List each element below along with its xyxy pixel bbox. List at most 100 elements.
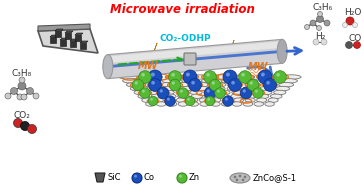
- Ellipse shape: [234, 98, 244, 102]
- Text: SiC: SiC: [108, 174, 122, 183]
- Polygon shape: [108, 39, 282, 79]
- Circle shape: [183, 70, 197, 84]
- Circle shape: [135, 81, 138, 85]
- Ellipse shape: [199, 98, 209, 102]
- FancyBboxPatch shape: [184, 53, 196, 65]
- Circle shape: [241, 73, 245, 77]
- Circle shape: [186, 73, 190, 77]
- Circle shape: [33, 93, 39, 99]
- Circle shape: [205, 96, 215, 106]
- Circle shape: [223, 96, 233, 106]
- Circle shape: [11, 88, 17, 94]
- Ellipse shape: [230, 173, 250, 183]
- Circle shape: [169, 79, 181, 91]
- Ellipse shape: [211, 98, 221, 102]
- Ellipse shape: [138, 94, 150, 98]
- Circle shape: [151, 81, 155, 84]
- Circle shape: [353, 42, 360, 49]
- Ellipse shape: [189, 102, 198, 106]
- Circle shape: [151, 73, 155, 77]
- Circle shape: [239, 71, 251, 83]
- Circle shape: [206, 73, 210, 77]
- Ellipse shape: [126, 83, 141, 87]
- Ellipse shape: [211, 75, 232, 79]
- Ellipse shape: [162, 79, 179, 83]
- Circle shape: [264, 79, 276, 91]
- Circle shape: [187, 98, 190, 101]
- Ellipse shape: [260, 90, 272, 95]
- Circle shape: [148, 96, 158, 106]
- Circle shape: [172, 81, 175, 85]
- Circle shape: [28, 125, 36, 133]
- Ellipse shape: [262, 83, 277, 87]
- Circle shape: [171, 73, 175, 77]
- Ellipse shape: [201, 79, 219, 83]
- Ellipse shape: [103, 55, 113, 79]
- FancyArrowPatch shape: [248, 67, 272, 74]
- Circle shape: [167, 98, 170, 101]
- Ellipse shape: [254, 102, 264, 106]
- Circle shape: [253, 88, 263, 98]
- Ellipse shape: [188, 75, 209, 79]
- Circle shape: [317, 15, 324, 22]
- Ellipse shape: [211, 83, 226, 87]
- Ellipse shape: [276, 86, 290, 91]
- Ellipse shape: [130, 86, 145, 91]
- Ellipse shape: [162, 90, 174, 95]
- Ellipse shape: [221, 79, 238, 83]
- Ellipse shape: [265, 102, 274, 106]
- Ellipse shape: [260, 86, 274, 91]
- Circle shape: [179, 175, 182, 178]
- Ellipse shape: [190, 90, 202, 95]
- Circle shape: [140, 88, 150, 98]
- Circle shape: [134, 175, 137, 178]
- Ellipse shape: [194, 83, 209, 87]
- Polygon shape: [50, 37, 56, 43]
- Ellipse shape: [246, 90, 258, 95]
- Ellipse shape: [165, 94, 176, 98]
- Ellipse shape: [146, 86, 161, 91]
- Ellipse shape: [143, 83, 158, 87]
- Circle shape: [21, 94, 27, 100]
- Circle shape: [313, 39, 319, 45]
- Ellipse shape: [157, 102, 166, 106]
- Polygon shape: [65, 33, 71, 39]
- Ellipse shape: [234, 75, 255, 79]
- Circle shape: [18, 82, 26, 90]
- Circle shape: [169, 71, 181, 83]
- Ellipse shape: [123, 79, 140, 83]
- Ellipse shape: [151, 94, 163, 98]
- Ellipse shape: [142, 75, 162, 79]
- Ellipse shape: [165, 98, 175, 102]
- Ellipse shape: [232, 102, 242, 106]
- Ellipse shape: [243, 86, 257, 91]
- Polygon shape: [108, 50, 282, 68]
- Ellipse shape: [217, 94, 229, 98]
- Ellipse shape: [142, 98, 152, 102]
- Circle shape: [266, 81, 270, 84]
- Polygon shape: [65, 31, 73, 33]
- Ellipse shape: [146, 102, 155, 106]
- Circle shape: [242, 179, 244, 181]
- Ellipse shape: [211, 102, 220, 106]
- Ellipse shape: [222, 98, 232, 102]
- Ellipse shape: [153, 98, 163, 102]
- Text: ZnCo@S-1: ZnCo@S-1: [253, 174, 297, 183]
- Text: MW: MW: [138, 61, 158, 71]
- Circle shape: [209, 79, 221, 91]
- Ellipse shape: [177, 83, 192, 87]
- Text: Microwave irradiation: Microwave irradiation: [110, 3, 254, 16]
- Circle shape: [139, 71, 151, 83]
- Circle shape: [211, 81, 215, 85]
- Circle shape: [177, 173, 187, 183]
- Circle shape: [250, 81, 253, 85]
- Circle shape: [141, 73, 145, 77]
- Text: Zn: Zn: [189, 174, 200, 183]
- Circle shape: [234, 176, 236, 178]
- Ellipse shape: [142, 79, 159, 83]
- Circle shape: [243, 89, 246, 93]
- Circle shape: [204, 87, 216, 99]
- Ellipse shape: [245, 83, 260, 87]
- Circle shape: [160, 89, 163, 93]
- Polygon shape: [108, 41, 282, 63]
